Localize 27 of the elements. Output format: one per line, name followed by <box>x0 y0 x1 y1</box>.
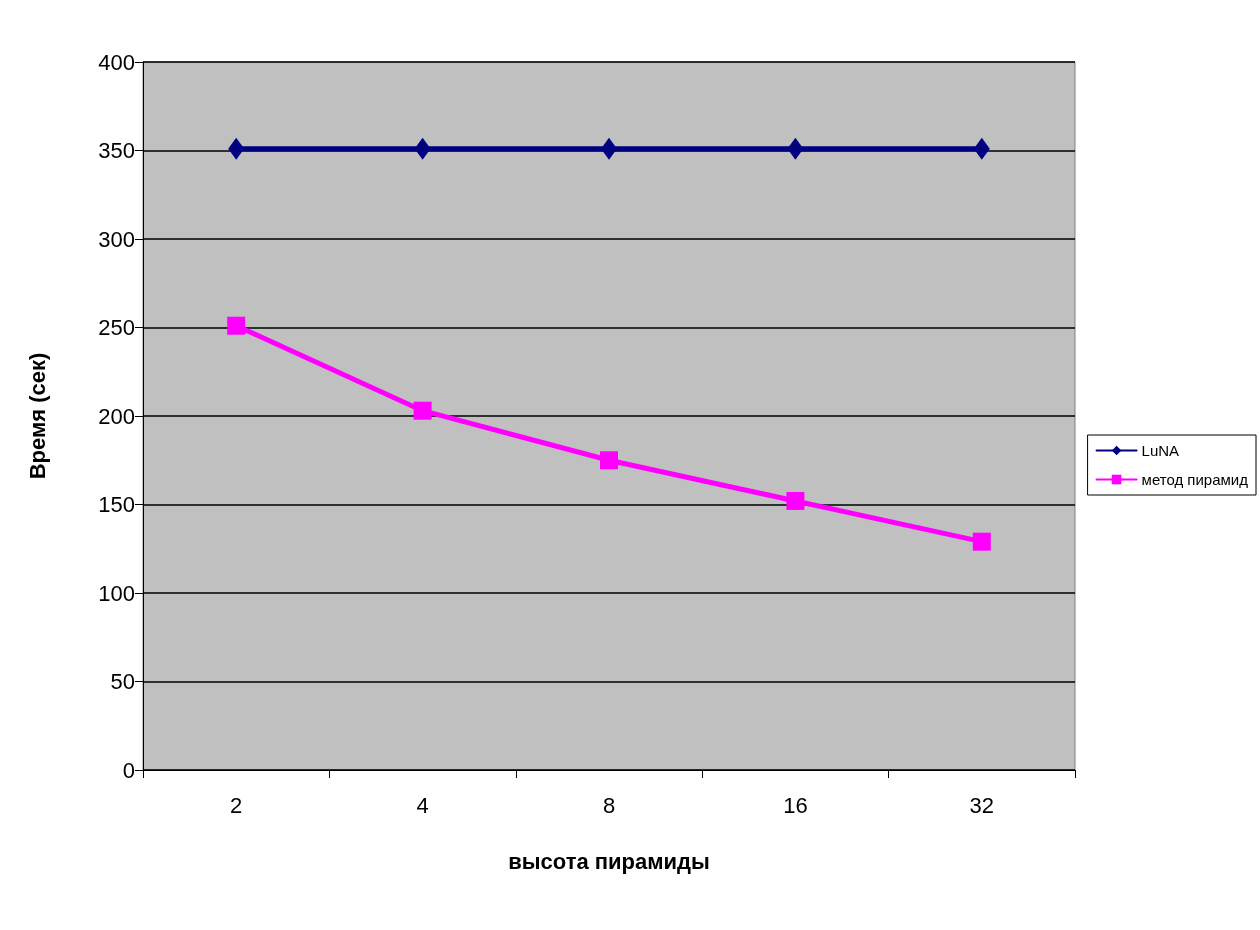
point <box>972 532 991 551</box>
y-tick-label: 150 <box>98 492 135 517</box>
point <box>600 451 618 470</box>
y-axis-title: Время (сек) <box>24 352 50 480</box>
x-tick-label: 4 <box>416 792 429 818</box>
y-tick-label: 200 <box>98 403 135 429</box>
point <box>414 137 431 160</box>
y-tick-label: 300 <box>98 226 135 252</box>
x-tick-label: 2 <box>230 792 243 818</box>
y-tick-label: 100 <box>98 580 135 606</box>
point <box>227 316 246 335</box>
y-tick-label: 250 <box>98 315 135 340</box>
legend-label: метод пирамид <box>1141 471 1249 488</box>
point <box>228 137 245 160</box>
point <box>786 491 805 510</box>
point <box>973 137 990 160</box>
x-tick-label: 32 <box>969 792 995 818</box>
x-axis-title: высота пирамиды <box>508 848 710 874</box>
y-tick-label: 400 <box>98 49 135 75</box>
x-tick-label: 16 <box>783 792 808 818</box>
x-tick-label: 8 <box>602 792 616 818</box>
point <box>787 137 804 160</box>
y-tick-label: 50 <box>110 669 135 694</box>
y-tick-label: 350 <box>98 138 135 163</box>
point <box>413 401 432 420</box>
y-tick-label: 0 <box>122 757 135 783</box>
legend-label: LuNA <box>1141 442 1180 459</box>
